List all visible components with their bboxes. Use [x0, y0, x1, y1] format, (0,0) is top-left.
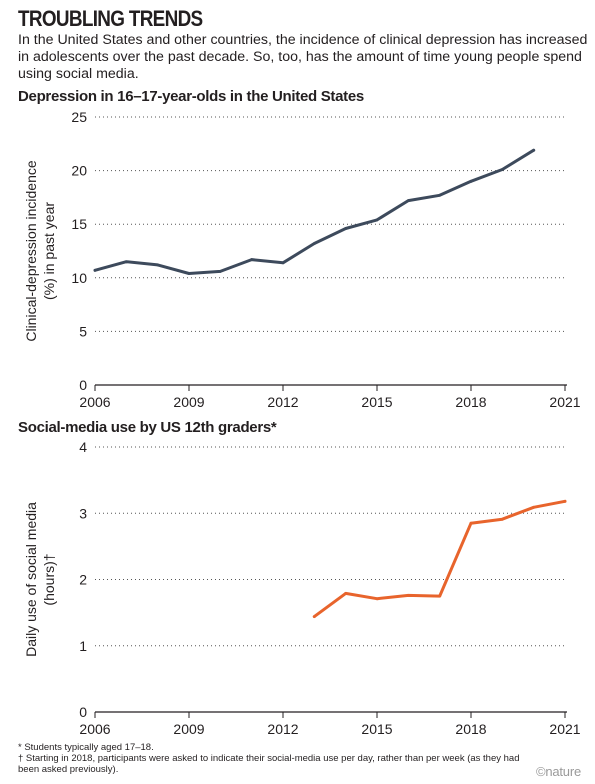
- x-tick-label: 2021: [549, 394, 580, 410]
- social-media-chart: 0 1 2 3 4 2006 2009 2012 2015 2018 2021 Daily use o…: [23, 439, 581, 737]
- x-tick-label: 2015: [361, 394, 392, 410]
- data-point: [438, 193, 442, 197]
- data-point: [312, 615, 316, 618]
- y-axis-label: Daily use of social media (hours)†: [23, 502, 57, 657]
- data-point: [532, 148, 536, 152]
- y-tick-label: 20: [71, 163, 87, 179]
- x-tick-label: 2006: [79, 394, 110, 410]
- data-point: [375, 597, 379, 601]
- chart-title-social-media: Social-media use by US 12th graders*: [18, 419, 277, 436]
- y-tick-label: 0: [79, 704, 87, 720]
- data-point: [281, 261, 285, 265]
- data-point: [250, 258, 254, 261]
- data-point: [406, 199, 410, 203]
- x-tick-label: 2021: [549, 721, 580, 737]
- x-tick-label: 2009: [173, 394, 204, 410]
- x-tick-label: 2006: [79, 721, 110, 737]
- y-tick-label: 0: [79, 377, 87, 393]
- y-tick-label: 3: [79, 505, 87, 521]
- data-point: [344, 592, 348, 595]
- x-tick-label: 2012: [267, 721, 298, 737]
- y-tick-label: 5: [79, 323, 87, 339]
- data-point: [218, 269, 222, 273]
- headline: TROUBLING TRENDS: [18, 6, 203, 31]
- chart-title-depression: Depression in 16–17-year-olds in the Uni…: [18, 88, 364, 105]
- data-point: [406, 594, 410, 597]
- x-tick-label: 2009: [173, 721, 204, 737]
- x-tick-label: 2018: [455, 721, 486, 737]
- data-point: [469, 521, 473, 525]
- depression-chart: 0 5 10 15 20 25 2006 2009 2012 2015 2018 2021 Clinic…: [23, 109, 581, 410]
- series-line: [312, 499, 567, 619]
- data-point: [312, 242, 316, 245]
- intro-text: In the United States and other countries…: [18, 32, 588, 82]
- data-point: [500, 517, 504, 521]
- y-axis-label: Clinical-depression incidence (%) in past…: [23, 160, 57, 342]
- y-tick-label: 15: [71, 216, 87, 232]
- data-point: [187, 272, 191, 275]
- y-axis-label-line1: Daily use of social media: [23, 502, 39, 657]
- y-tick-label: 4: [79, 439, 87, 455]
- data-point: [93, 268, 97, 272]
- x-tick-label: 2018: [455, 394, 486, 410]
- data-point: [375, 218, 379, 222]
- data-point: [156, 263, 160, 267]
- data-point: [469, 179, 473, 183]
- footnote-dagger: † Starting in 2018, participants were as…: [18, 753, 520, 775]
- x-tick-label: 2015: [361, 721, 392, 737]
- data-point: [500, 168, 504, 171]
- footnote-star: * Students typically aged 17–18.: [18, 742, 154, 753]
- data-point: [532, 505, 536, 509]
- data-point: [563, 499, 567, 503]
- y-tick-label: 2: [79, 572, 87, 588]
- data-point: [438, 594, 442, 598]
- data-point: [124, 260, 128, 264]
- series-line: [93, 148, 536, 275]
- y-tick-label: 10: [71, 270, 87, 286]
- y-tick-label: 25: [71, 109, 87, 125]
- y-axis-label-line2: (hours)†: [41, 553, 57, 605]
- y-axis-label-line2: (%) in past year: [41, 202, 57, 300]
- x-tick-label: 2012: [267, 394, 298, 410]
- data-point: [344, 227, 348, 230]
- nature-logo: ©nature: [535, 764, 581, 779]
- y-tick-label: 1: [79, 638, 87, 654]
- y-axis-label-line1: Clinical-depression incidence: [23, 160, 39, 342]
